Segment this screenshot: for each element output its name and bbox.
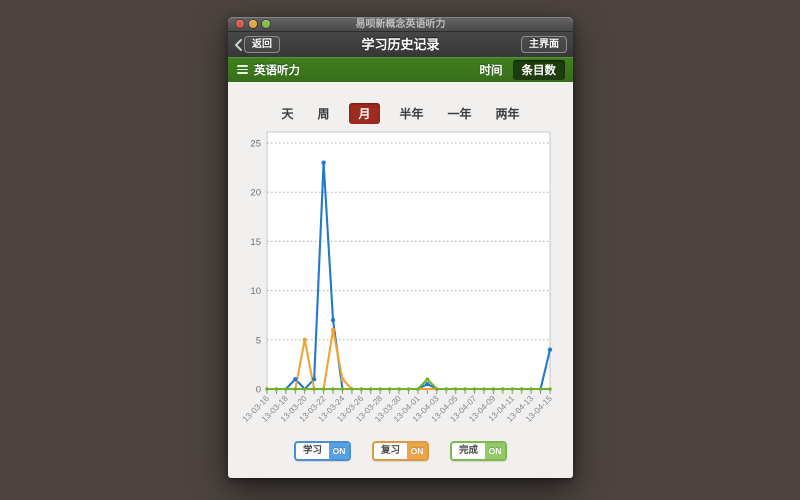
series-point-学习 (425, 381, 430, 387)
y-tick-label: 5 (256, 335, 261, 346)
series-point-完成 (331, 387, 335, 391)
series-point-完成 (453, 387, 458, 391)
deck-header-bar: 英语听力 时间 条目数 (228, 57, 573, 82)
series-point-完成 (416, 387, 420, 391)
series-point-完成 (482, 387, 486, 391)
toggle-label: 复习 (380, 445, 400, 456)
series-point-完成 (312, 387, 316, 391)
series-point-完成 (340, 387, 345, 391)
series-toggle-完成[interactable]: 完成 ON (450, 441, 507, 461)
series-point-完成 (435, 387, 439, 391)
series-point-完成 (491, 387, 496, 391)
series-point-完成 (472, 387, 477, 391)
y-tick-label: 10 (250, 286, 261, 297)
tab-周[interactable]: 周 (317, 106, 330, 121)
series-point-复习 (302, 337, 307, 342)
series-point-完成 (293, 387, 298, 391)
series-point-学习 (330, 317, 336, 323)
deck-name-label: 英语听力 (254, 64, 300, 77)
series-point-完成 (501, 387, 505, 391)
series-point-完成 (538, 387, 543, 391)
series-point-完成 (425, 377, 430, 381)
hamburger-menu-icon (237, 63, 248, 76)
series-point-完成 (302, 387, 307, 391)
zoom-button[interactable] (262, 20, 270, 28)
toggle-on-state[interactable]: ON (485, 443, 505, 459)
toggle-label: 完成 (458, 445, 478, 456)
y-tick-label: 20 (250, 188, 261, 199)
close-button[interactable] (236, 20, 244, 28)
series-point-完成 (321, 387, 326, 391)
series-point-完成 (387, 387, 392, 391)
toggle-on-state[interactable]: ON (329, 443, 349, 459)
y-tick-label: 15 (250, 237, 261, 248)
series-point-学习 (321, 160, 326, 165)
series-point-完成 (284, 387, 288, 391)
series-point-完成 (529, 387, 533, 391)
series-point-完成 (397, 387, 401, 391)
series-toggle-学习[interactable]: 学习 ON (294, 441, 351, 461)
series-point-学习 (293, 376, 298, 382)
series-point-完成 (444, 387, 449, 391)
time-mode-button[interactable]: 时间 (479, 64, 503, 77)
series-point-复习 (330, 327, 336, 333)
series-point-完成 (510, 387, 515, 391)
tab-天[interactable]: 天 (281, 106, 294, 121)
series-point-完成 (378, 387, 382, 391)
traffic-lights (236, 20, 270, 28)
toolbar-title: 学习历史记录 (361, 37, 440, 52)
deck-menu-button[interactable]: 英语听力 (237, 57, 300, 82)
series-point-复习 (340, 376, 345, 382)
window-title: 易呗新概念英语听力 (355, 19, 446, 30)
plot-area (266, 131, 551, 390)
tab-一年[interactable]: 一年 (447, 106, 472, 121)
y-tick-label: 25 (250, 139, 261, 150)
series-point-完成 (548, 387, 552, 391)
series-point-学习 (311, 376, 317, 382)
toolbar: 返回 学习历史记录 主界面 (228, 32, 573, 57)
toggle-on-state[interactable]: ON (407, 443, 427, 459)
series-toggle-复习[interactable]: 复习 ON (372, 441, 429, 461)
app-window: 易呗新概念英语听力 返回 学习历史记录 主界面 英语听力 时间 条目数 天 周 月 半… (228, 17, 573, 478)
entry-count-mode-button[interactable]: 条目数 (512, 59, 565, 80)
history-line-chart: 051015202513-03-1613-03-1813-03-2013-03-… (240, 131, 554, 424)
minimize-button[interactable] (249, 20, 257, 28)
series-point-完成 (368, 387, 373, 391)
series-point-完成 (359, 387, 364, 391)
tab-月[interactable]: 月 (349, 102, 380, 124)
tab-两年[interactable]: 两年 (495, 106, 520, 121)
tab-半年[interactable]: 半年 (399, 106, 424, 121)
toggle-label: 学习 (302, 445, 322, 456)
back-button[interactable]: 返回 (234, 32, 280, 57)
back-chevron-icon (235, 38, 242, 51)
period-tabs: 天 周 月 半年 一年 两年 (228, 102, 573, 124)
y-tick-label: 0 (256, 385, 261, 396)
series-point-完成 (519, 387, 524, 391)
series-point-完成 (406, 387, 411, 391)
series-point-完成 (265, 387, 269, 391)
back-button-label[interactable]: 返回 (244, 36, 280, 53)
series-point-完成 (463, 387, 467, 391)
main-screen-button[interactable]: 主界面 (521, 36, 567, 53)
series-point-完成 (350, 387, 354, 391)
series-point-完成 (274, 387, 279, 391)
series-point-学习 (547, 347, 553, 352)
series-toggles: 学习 ON 复习 ON 完成 ON (228, 441, 573, 461)
titlebar: 易呗新概念英语听力 (228, 17, 573, 32)
